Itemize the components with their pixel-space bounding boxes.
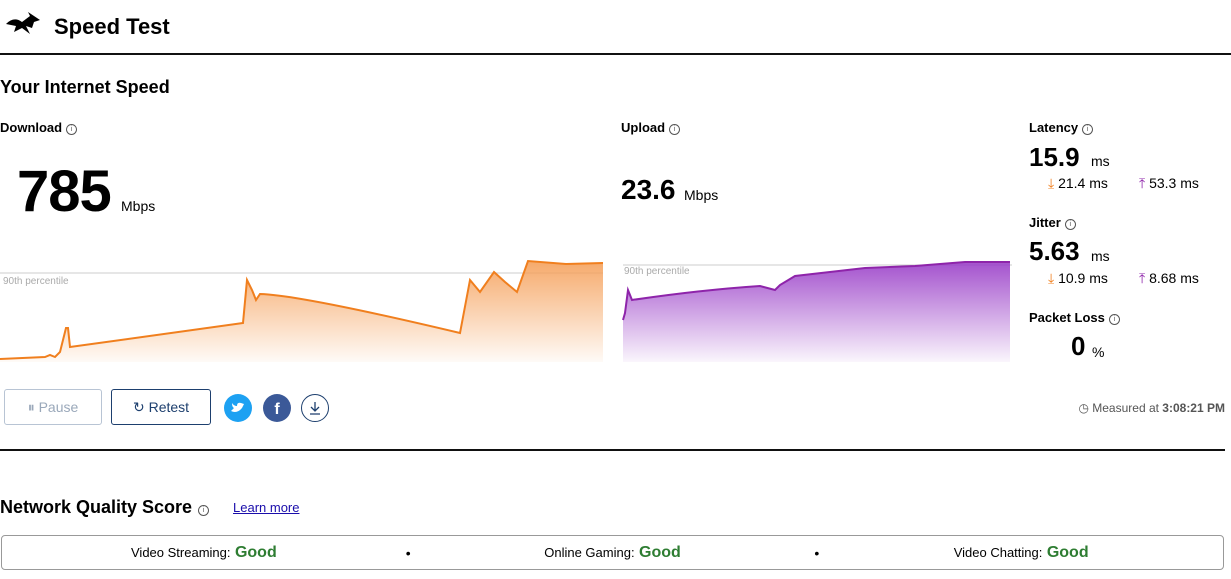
upload-label: Upload i <box>621 120 681 135</box>
score: Good <box>639 543 681 561</box>
svg-text:f: f <box>274 401 280 418</box>
divider <box>0 449 1225 451</box>
upload-unit: Mbps <box>684 187 719 203</box>
text: 53.3 ms <box>1149 175 1199 191</box>
share-buttons: f <box>224 394 329 422</box>
learn-more-link[interactable]: Learn more <box>233 500 300 515</box>
jitter-up: ⤒ 8.68 ms <box>1139 270 1199 286</box>
text: 21.4 ms <box>1058 175 1108 191</box>
packet-loss-label: Packet Loss i <box>1029 310 1120 325</box>
retest-button[interactable]: ↻ Retest <box>111 389 211 425</box>
score: Good <box>234 543 277 561</box>
text: Retest <box>148 399 190 415</box>
separator: • <box>814 544 820 561</box>
text: Pause <box>38 399 79 415</box>
download-label: Download i <box>0 120 78 135</box>
text: Network Quality Score <box>0 497 193 517</box>
facebook-button[interactable] <box>263 394 291 422</box>
separator: • <box>405 544 411 561</box>
text: Upload <box>621 120 666 135</box>
text: Video Streaming: <box>131 544 231 560</box>
quality-item: Video Chatting: Good <box>819 544 1223 562</box>
quality-bar: Video Streaming: Good • Online Gaming: G… <box>1 535 1224 570</box>
time: 3:08:21 PM <box>1162 401 1225 415</box>
text: 10.9 ms <box>1058 270 1108 286</box>
speed-charts <box>0 259 1012 362</box>
download-value: 785 <box>17 159 112 224</box>
percentile-label: 90th percentile <box>3 276 69 287</box>
jitter-down: ⤓ 10.9 ms <box>1048 270 1108 286</box>
section-title: Your Internet Speed <box>0 77 170 97</box>
text: Jitter <box>1029 215 1061 230</box>
latency-down: ⤓ 21.4 ms <box>1048 175 1108 191</box>
quality-item: Online Gaming: Good <box>411 544 815 562</box>
divider <box>0 53 1231 55</box>
jitter-unit: ms <box>1091 248 1110 264</box>
jitter-value: 5.63 <box>1029 236 1080 266</box>
pause-button[interactable]: ⏸ Pause <box>4 389 102 425</box>
score: Good <box>1046 543 1089 561</box>
latency-label: Latency i <box>1029 120 1094 135</box>
logo-icon <box>6 12 40 34</box>
download-unit: Mbps <box>121 198 156 214</box>
jitter-label: Jitter i <box>1029 215 1076 230</box>
text: Packet Loss <box>1029 310 1105 325</box>
quality-item: Video Streaming: Good <box>2 544 406 562</box>
text: Online Gaming: <box>544 544 635 560</box>
latency-unit: ms <box>1091 153 1110 169</box>
upload-value: 23.6 <box>621 174 676 205</box>
latency-value: 15.9 <box>1029 142 1080 172</box>
packet-loss-value: 0 <box>1071 331 1086 361</box>
measured-at: ◷ Measured at 3:08:21 PM <box>1078 401 1225 415</box>
packet-loss-unit: % <box>1092 344 1105 360</box>
quality-title: Network Quality Score i <box>0 497 210 518</box>
app-title: Speed Test <box>54 14 170 39</box>
text: 8.68 ms <box>1149 270 1199 286</box>
text: Latency <box>1029 120 1079 135</box>
text: Video Chatting: <box>953 544 1043 560</box>
latency-up: ⤒ 53.3 ms <box>1139 175 1199 191</box>
text: Download <box>0 120 63 135</box>
text: Measured at <box>1092 401 1159 415</box>
percentile-label: 90th percentile <box>624 266 690 277</box>
